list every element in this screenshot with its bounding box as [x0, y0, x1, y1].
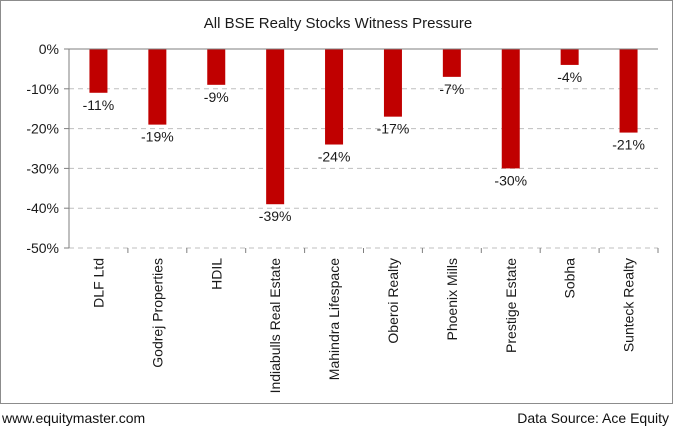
y-tick-label: 0% — [39, 41, 59, 57]
bar — [560, 49, 579, 65]
x-tick-label: Sobha — [562, 258, 578, 299]
bar — [619, 49, 638, 133]
x-tick-label: DLF Ltd — [90, 258, 106, 308]
data-label: -24% — [318, 149, 351, 165]
chart-frame: All BSE Realty Stocks Witness Pressure 0… — [0, 0, 673, 404]
website-credit: www.equitymaster.com — [2, 410, 146, 426]
bar — [266, 49, 285, 205]
x-tick-label: Phoenix Mills — [444, 258, 460, 340]
bar — [383, 49, 402, 117]
x-tick-label: HDIL — [208, 258, 224, 290]
chart-title: All BSE Realty Stocks Witness Pressure — [204, 15, 472, 32]
gridlines — [69, 88, 658, 249]
x-tick-label: Prestige Estate — [503, 258, 519, 353]
y-tick-label: -50% — [26, 240, 59, 256]
y-tick-label: -40% — [26, 200, 59, 216]
data-label: -7% — [439, 81, 464, 97]
x-tick-label: Mahindra Lifespace — [326, 258, 342, 380]
bar-chart: All BSE Realty Stocks Witness Pressure 0… — [26, 15, 659, 394]
data-label: -19% — [141, 129, 174, 145]
data-label: -39% — [259, 208, 292, 224]
y-tick-label: -20% — [26, 121, 59, 137]
bar — [325, 49, 344, 145]
data-source-note: Data Source: Ace Equity — [517, 410, 669, 426]
y-tick-label: -10% — [26, 81, 59, 97]
data-label: -17% — [377, 121, 410, 137]
x-axis-category-labels: DLF Ltd Godrej Properties HDIL Indiabulls R… — [90, 248, 659, 394]
y-axis-ticks: 0% -10% -20% -30% -40% -50% — [26, 41, 69, 256]
data-label: -30% — [494, 172, 527, 188]
bar — [207, 49, 226, 85]
x-tick-label: Sunteck Realty — [621, 258, 637, 352]
bar — [148, 49, 167, 125]
x-tick-label: Oberoi Realty — [385, 258, 401, 344]
data-label: -21% — [612, 137, 645, 153]
data-label: -11% — [83, 97, 115, 113]
bar — [501, 49, 520, 169]
bar — [442, 49, 461, 77]
y-tick-label: -30% — [26, 160, 59, 176]
bars — [89, 49, 638, 205]
data-labels: -11% -19% -9% -39% -24% -17% -7% -30% -4% -21% — [83, 69, 645, 224]
data-label: -4% — [557, 69, 582, 85]
x-tick-label: Godrej Properties — [149, 258, 165, 368]
x-tick-label: Indiabulls Real Estate — [267, 258, 283, 394]
data-label: -9% — [204, 89, 229, 105]
bar — [89, 49, 108, 93]
